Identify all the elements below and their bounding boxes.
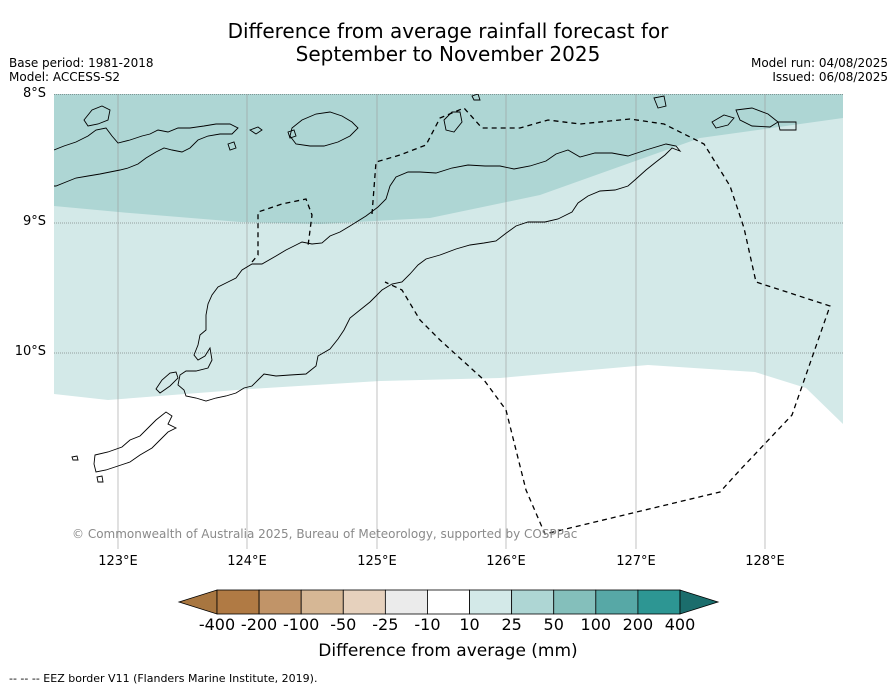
copyright-text: © Commonwealth of Australia 2025, Bureau… — [72, 527, 578, 541]
island-coastline — [287, 129, 297, 139]
meta-left: Base period: 1981-2018 Model: ACCESS-S2 — [9, 56, 154, 84]
colorbar-box — [342, 589, 386, 615]
colorbar-box — [384, 589, 428, 615]
base-period-text: Base period: 1981-2018 — [9, 56, 154, 70]
model-text: Model: ACCESS-S2 — [9, 70, 121, 84]
colorbar-tick-label: 200 — [622, 615, 654, 634]
model-run-text: Model run: 04/08/2025 — [750, 56, 888, 70]
lon-label-123e: 123°E — [98, 554, 138, 569]
lon-label-125e: 125°E — [357, 554, 397, 569]
colorbar-box — [637, 589, 681, 615]
lon-label-127e: 127°E — [616, 554, 656, 569]
island-coastline — [93, 411, 178, 473]
colorbar-extend-high — [679, 589, 720, 615]
colorbar-box — [216, 589, 260, 615]
eez-border — [371, 107, 831, 535]
island-coastline — [155, 371, 179, 394]
colorbar-label: Difference from average (mm) — [318, 641, 578, 661]
colorbar-tick-label: -100 — [283, 615, 320, 634]
title-line-1: Difference from average rainfall forecas… — [227, 19, 669, 43]
colorbar-tick-label: 50 — [543, 615, 564, 634]
colorbar-box — [595, 589, 639, 615]
eez-border — [251, 198, 313, 263]
island-coastline — [249, 126, 263, 135]
colorbar-tick-label: 100 — [580, 615, 612, 634]
alor-coastline — [54, 123, 239, 187]
chart-title: Difference from average rainfall forecas… — [0, 20, 896, 66]
lon-label-128e: 128°E — [745, 554, 785, 569]
issued-text: Issued: 06/08/2025 — [772, 70, 888, 84]
island-coastline — [735, 107, 779, 128]
island-coastline — [653, 95, 667, 109]
colorbar-box — [300, 589, 344, 615]
colorbar-box — [511, 589, 555, 615]
colorbar-box — [258, 589, 302, 615]
island-coastline — [227, 141, 237, 151]
colorbar-tick-label: 25 — [501, 615, 522, 634]
colorbar-tick-label: -400 — [198, 615, 236, 634]
colorbar-tick-label: 400 — [664, 615, 696, 634]
colorbar-extend-low — [177, 589, 218, 615]
title-line-2: September to November 2025 — [295, 42, 601, 66]
eez-footnote: -- -- -- EEZ border V11 (Flanders Marine… — [9, 672, 318, 685]
island-coastline — [471, 94, 481, 101]
colorbar-box — [427, 589, 470, 615]
colorbar — [177, 589, 720, 615]
island-coastline — [71, 455, 79, 461]
lat-label-9s: 9°S — [22, 214, 46, 229]
lat-gridlines — [54, 94, 843, 354]
atauro-coastline — [443, 111, 463, 133]
lat-label-10s: 10°S — [14, 344, 46, 359]
colorbar-tick-label: -25 — [372, 615, 399, 634]
meta-right: Model run: 04/08/2025 Issued: 06/08/2025 — [751, 56, 888, 84]
island-coastline — [96, 475, 104, 483]
colorbar-box — [469, 589, 513, 615]
lon-label-126e: 126°E — [486, 554, 526, 569]
island-coastline — [777, 121, 797, 131]
rainfall-zone-25-50 — [54, 94, 843, 224]
colorbar-tick-label: -200 — [240, 615, 278, 634]
lon-gridlines — [117, 94, 766, 549]
colorbar-box — [553, 589, 597, 615]
pantar-coastline — [83, 105, 111, 127]
lat-label-8s: 8°S — [22, 86, 46, 101]
island-coastline — [711, 114, 735, 129]
colorbar-tick-label: 10 — [459, 615, 480, 634]
colorbar-tick-label: -10 — [414, 615, 441, 634]
lon-label-124e: 124°E — [227, 554, 267, 569]
wetar-coastline — [289, 111, 359, 147]
colorbar-tick-label: -50 — [330, 615, 357, 634]
timor-coastline — [177, 143, 682, 402]
